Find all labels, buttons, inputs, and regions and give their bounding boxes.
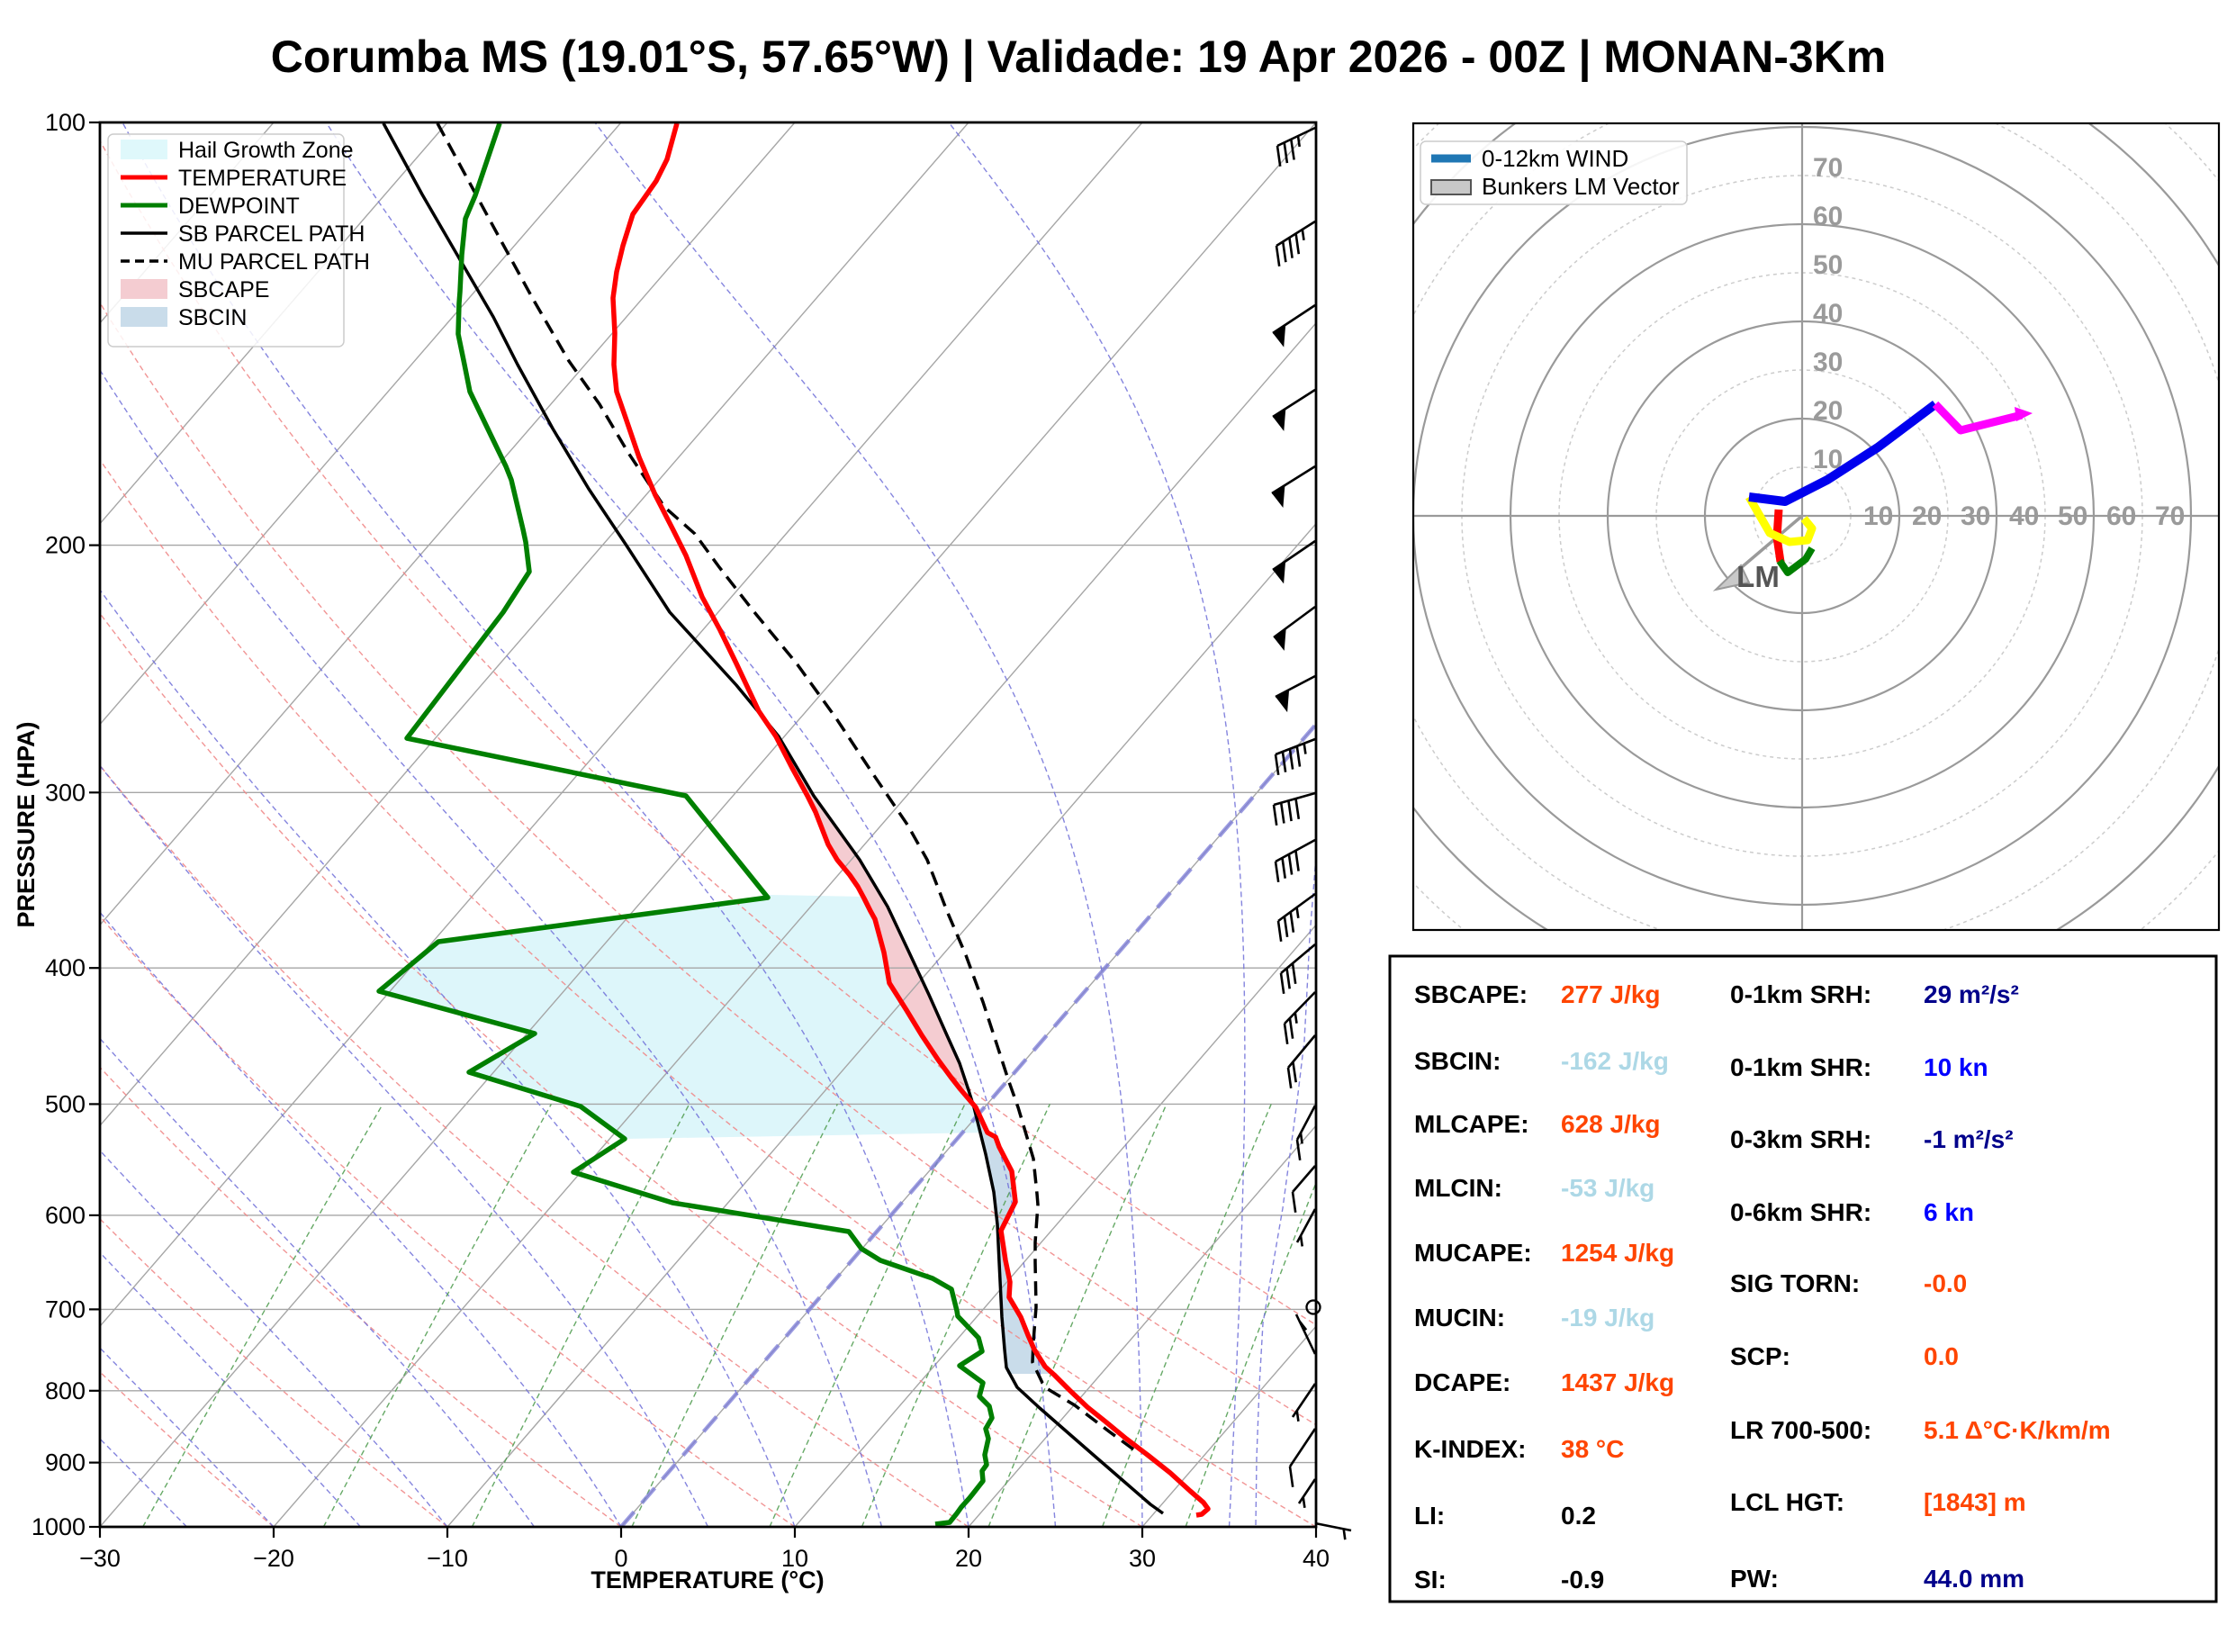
svg-text:20: 20	[955, 1545, 982, 1572]
svg-text:628 J/kg: 628 J/kg	[1561, 1110, 1661, 1138]
svg-text:200: 200	[45, 532, 86, 559]
svg-text:Corumba MS (19.01°S, 57.65°W): Corumba MS (19.01°S, 57.65°W) | Validade…	[271, 32, 1886, 83]
svg-text:1437 J/kg: 1437 J/kg	[1561, 1368, 1674, 1396]
svg-text:38 °C: 38 °C	[1561, 1435, 1624, 1463]
svg-text:30: 30	[1129, 1545, 1156, 1572]
svg-text:SBCAPE:: SBCAPE:	[1414, 980, 1528, 1008]
svg-text:600: 600	[45, 1202, 86, 1229]
svg-text:DEWPOINT: DEWPOINT	[178, 194, 300, 219]
svg-text:MU PARCEL PATH: MU PARCEL PATH	[178, 249, 370, 275]
svg-text:70: 70	[1813, 153, 1843, 183]
svg-text:100: 100	[45, 109, 86, 136]
svg-text:SCP:: SCP:	[1730, 1342, 1790, 1370]
svg-text:5.1 Δ°C·K/km/m: 5.1 Δ°C·K/km/m	[1924, 1416, 2111, 1444]
svg-text:70: 70	[2155, 501, 2185, 531]
svg-text:500: 500	[45, 1090, 86, 1117]
svg-text:40: 40	[2009, 501, 2039, 531]
svg-text:[1843] m: [1843] m	[1924, 1488, 2026, 1516]
svg-text:0-1km SRH:: 0-1km SRH:	[1730, 980, 1871, 1008]
svg-text:-53 J/kg: -53 J/kg	[1561, 1174, 1654, 1202]
svg-text:SIG TORN:: SIG TORN:	[1730, 1269, 1860, 1297]
svg-text:300: 300	[45, 779, 86, 806]
svg-text:30: 30	[1961, 501, 1990, 531]
svg-text:0-6km SHR:: 0-6km SHR:	[1730, 1198, 1871, 1226]
svg-text:6 kn: 6 kn	[1924, 1198, 1974, 1226]
svg-text:60: 60	[2106, 501, 2136, 531]
svg-text:44.0 mm: 44.0 mm	[1924, 1565, 2024, 1593]
svg-text:800: 800	[45, 1377, 86, 1404]
svg-text:SI:: SI:	[1414, 1566, 1447, 1593]
svg-text:Hail Growth Zone: Hail Growth Zone	[178, 138, 354, 163]
svg-text:-162 J/kg: -162 J/kg	[1561, 1047, 1669, 1075]
svg-text:LI:: LI:	[1414, 1502, 1445, 1530]
svg-text:0.0: 0.0	[1924, 1342, 1959, 1370]
svg-text:20: 20	[1813, 396, 1843, 426]
svg-text:SBCIN:: SBCIN:	[1414, 1047, 1501, 1075]
svg-text:10: 10	[1863, 501, 1893, 531]
svg-text:700: 700	[45, 1295, 86, 1323]
svg-text:TEMPERATURE (°C): TEMPERATURE (°C)	[591, 1566, 824, 1593]
svg-text:-0.9: -0.9	[1561, 1566, 1604, 1593]
svg-text:50: 50	[2058, 501, 2087, 531]
svg-text:0.2: 0.2	[1561, 1502, 1596, 1530]
svg-text:SB PARCEL PATH: SB PARCEL PATH	[178, 221, 365, 247]
svg-text:DCAPE:: DCAPE:	[1414, 1368, 1510, 1396]
svg-text:SBCAPE: SBCAPE	[178, 277, 269, 302]
svg-text:50: 50	[1813, 250, 1843, 280]
svg-text:30: 30	[1813, 348, 1843, 377]
svg-text:1000: 1000	[32, 1513, 86, 1540]
svg-text:-0.0: -0.0	[1924, 1269, 1967, 1297]
svg-text:10 kn: 10 kn	[1924, 1053, 1988, 1081]
svg-text:29 m²/s²: 29 m²/s²	[1924, 980, 2019, 1008]
svg-text:40: 40	[1813, 299, 1843, 329]
svg-text:LCL HGT:: LCL HGT:	[1730, 1488, 1844, 1516]
svg-text:SBCIN: SBCIN	[178, 305, 247, 330]
svg-text:60: 60	[1813, 202, 1843, 231]
svg-text:PRESSURE (HPA): PRESSURE (HPA)	[13, 721, 40, 927]
svg-text:MLCAPE:: MLCAPE:	[1414, 1110, 1529, 1138]
svg-text:20: 20	[1912, 501, 1942, 531]
svg-text:−20: −20	[253, 1545, 294, 1572]
svg-text:-1 m²/s²: -1 m²/s²	[1924, 1125, 2014, 1153]
svg-text:1254 J/kg: 1254 J/kg	[1561, 1239, 1674, 1267]
svg-text:TEMPERATURE: TEMPERATURE	[178, 166, 347, 191]
svg-text:40: 40	[1303, 1545, 1330, 1572]
svg-text:0: 0	[614, 1545, 627, 1572]
svg-text:MUCAPE:: MUCAPE:	[1414, 1239, 1532, 1267]
svg-text:K-INDEX:: K-INDEX:	[1414, 1435, 1526, 1463]
svg-text:MUCIN:: MUCIN:	[1414, 1304, 1505, 1332]
svg-text:900: 900	[45, 1449, 86, 1476]
svg-text:LR 700-500:: LR 700-500:	[1730, 1416, 1871, 1444]
svg-text:277 J/kg: 277 J/kg	[1561, 980, 1661, 1008]
svg-text:400: 400	[45, 954, 86, 981]
svg-text:0-1km SHR:: 0-1km SHR:	[1730, 1053, 1871, 1081]
svg-text:Bunkers LM Vector: Bunkers LM Vector	[1482, 173, 1680, 200]
svg-text:PW:: PW:	[1730, 1565, 1779, 1593]
svg-text:MLCIN:: MLCIN:	[1414, 1174, 1502, 1202]
svg-text:−10: −10	[427, 1545, 468, 1572]
svg-text:−30: −30	[79, 1545, 121, 1572]
svg-text:LM: LM	[1736, 560, 1780, 593]
svg-text:-19 J/kg: -19 J/kg	[1561, 1304, 1654, 1332]
svg-text:10: 10	[781, 1545, 808, 1572]
svg-text:0-12km WIND: 0-12km WIND	[1482, 145, 1628, 172]
svg-text:0-3km SRH:: 0-3km SRH:	[1730, 1125, 1871, 1153]
